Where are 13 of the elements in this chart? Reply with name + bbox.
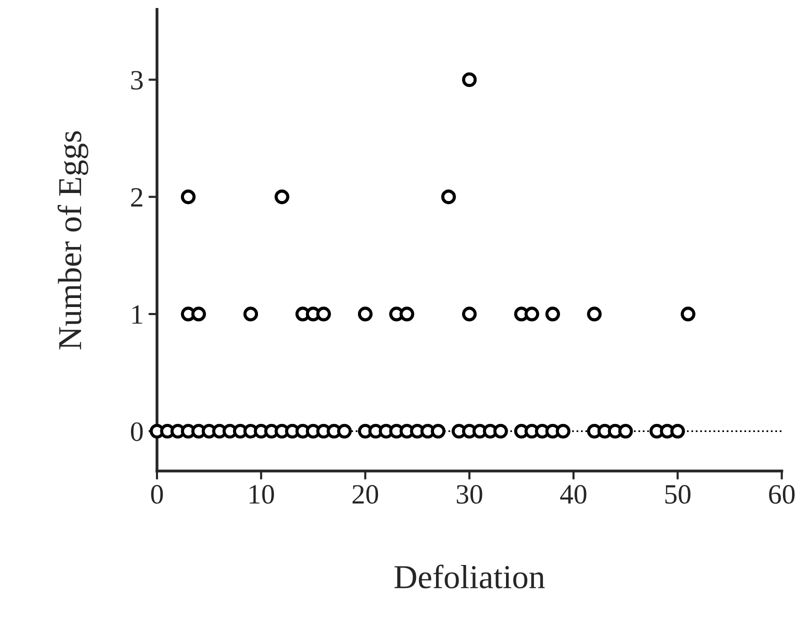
y-tick-label: 0: [130, 422, 143, 442]
x-axis-title: Defoliation: [394, 564, 545, 588]
y-axis-title: Number of Eggs: [58, 131, 88, 350]
y-tick-label: 1: [132, 305, 142, 324]
x-tick-label: 40: [560, 484, 586, 504]
x-tick-label: 30: [456, 484, 482, 504]
x-tick-label: 0: [151, 484, 163, 504]
x-tick-label: 50: [665, 484, 690, 504]
x-tick-label: 10: [250, 484, 274, 504]
y-tick-label: 2: [131, 188, 142, 206]
y-tick-label: 3: [131, 70, 143, 90]
x-tick-label: 20: [352, 484, 378, 504]
x-tick-label: 60: [769, 484, 795, 504]
